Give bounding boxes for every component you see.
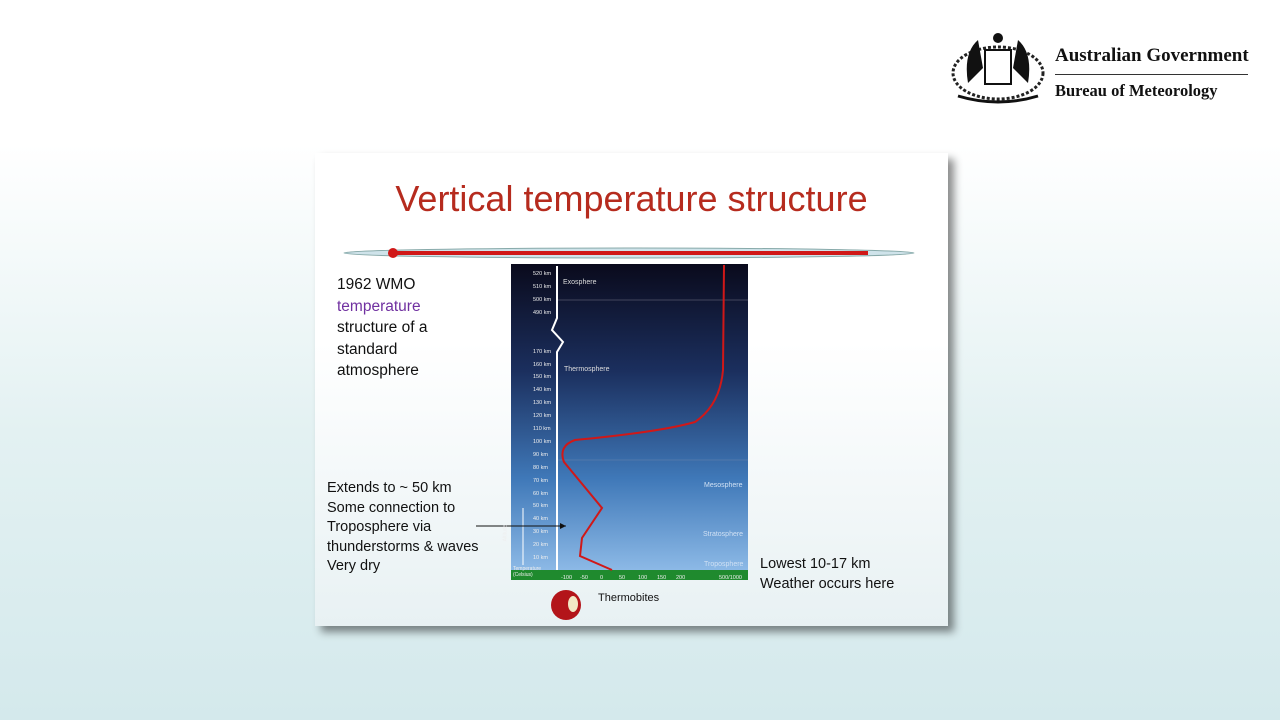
atmosphere-diagram	[511, 264, 748, 570]
layer-label: Stratosphere	[703, 531, 744, 538]
temperature-label: -50	[580, 575, 588, 581]
temperature-label: 150	[657, 575, 667, 581]
intro-line: 1962 WMO	[337, 276, 416, 293]
altitude-label: 160 km	[533, 361, 552, 368]
altitude-label: 90 km	[533, 451, 548, 458]
altitude-label: 490 km	[533, 310, 552, 316]
altitude-axis-title: Altitude	[502, 524, 509, 542]
intro-text: 1962 WMO temperature structure of a standar…	[337, 274, 427, 382]
note-line: thunderstorms & waves	[327, 538, 479, 555]
layer-label: Mesosphere	[704, 482, 743, 489]
note-line: Some connection to	[327, 499, 456, 516]
coat-of-arms	[951, 33, 1045, 104]
altitude-label: 170 km	[533, 348, 552, 355]
layer-label: Thermosphere	[564, 366, 610, 373]
footer-label: Thermobites	[598, 592, 660, 604]
temperature-label: -100	[561, 575, 573, 581]
note-line: Weather occurs here	[760, 575, 895, 592]
troposphere-notes: Lowest 10-17 km Weather occurs here	[760, 555, 894, 594]
note-line: Very dry	[327, 558, 381, 574]
temperature-label: 50	[619, 575, 626, 581]
altitude-label: 140 km	[533, 387, 552, 394]
note-line: Lowest 10-17 km	[760, 556, 871, 572]
intro-line: standard	[337, 340, 398, 358]
altitude-label: 60 km	[533, 490, 548, 497]
note-line: Extends to ~ 50 km	[327, 480, 452, 496]
altitude-label: 50 km	[533, 503, 548, 510]
altitude-label: 500 km	[533, 297, 552, 303]
altitude-label: 110 km	[533, 426, 551, 432]
government-name: Australian Government	[1055, 45, 1249, 66]
altitude-label: 70 km	[533, 477, 548, 484]
altitude-label: 80 km	[533, 464, 548, 471]
slide-title: Vertical temperature structure	[395, 178, 868, 219]
altitude-label: 20 km	[533, 542, 548, 549]
temperature-axis-title: Temperature (Celsius)	[513, 566, 542, 578]
altitude-label: 120 km	[533, 413, 552, 420]
thermometer-mercury	[393, 251, 868, 255]
ground	[511, 570, 748, 580]
altitude-label: 100 km	[533, 438, 552, 445]
temperature-label: 0	[600, 575, 604, 581]
altitude-label: 40 km	[533, 516, 548, 523]
intro-line: temperature	[337, 297, 421, 315]
altitude-label: 10 km	[533, 555, 548, 561]
divider	[1055, 74, 1248, 75]
note-line: Troposphere via	[327, 519, 432, 535]
altitude-label: 130 km	[533, 400, 552, 407]
stratosphere-notes: Extends to ~ 50 km Some connection to Trop…	[327, 479, 479, 577]
arrow-head	[560, 523, 566, 529]
altitude-scale	[550, 266, 565, 570]
temperature-label: 100	[638, 575, 648, 581]
intro-line: structure of a	[337, 319, 428, 336]
temperature-curve	[561, 264, 725, 571]
altitude-label: 510 km	[533, 284, 552, 290]
altitude-label: 520 km	[533, 271, 552, 277]
apple-bite	[568, 596, 578, 612]
temperature-label: 500/1000	[719, 575, 742, 581]
altitude-label: 30 km	[533, 529, 548, 536]
layer-label: Troposphere	[704, 561, 744, 568]
altitude-label: 150 km	[533, 374, 552, 381]
temperature-label: 200	[676, 575, 686, 581]
bureau-name: Bureau of Meteorology	[1055, 81, 1218, 100]
intro-line: atmosphere	[337, 362, 419, 379]
layer-label: Exosphere	[563, 279, 597, 286]
